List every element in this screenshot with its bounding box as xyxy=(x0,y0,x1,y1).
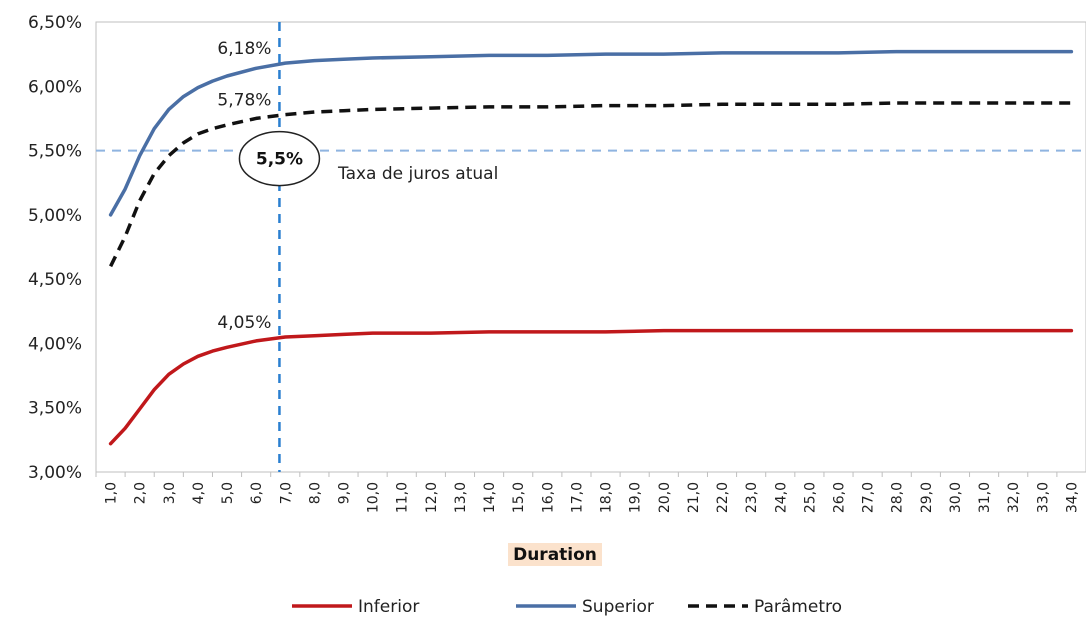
x-tick-label: 30,0 xyxy=(948,482,964,513)
x-tick-label: 25,0 xyxy=(802,482,818,513)
legend-label-2: Parâmetro xyxy=(754,597,842,617)
x-tick-label: 20,0 xyxy=(657,482,673,513)
series-line-2 xyxy=(109,101,1072,268)
x-tick-label: 11,0 xyxy=(395,482,411,513)
current-rate-text: Taxa de juros atual xyxy=(337,164,498,184)
x-tick-label: 3,0 xyxy=(162,482,178,504)
point-value-label: 5,78% xyxy=(217,91,271,111)
x-tick-label: 13,0 xyxy=(453,482,469,513)
x-tick-label: 34,0 xyxy=(1064,482,1080,513)
x-tick-label: 22,0 xyxy=(715,482,731,513)
x-tick-label: 8,0 xyxy=(307,482,323,504)
x-tick-label: 21,0 xyxy=(686,482,702,513)
x-axis-label: Duration xyxy=(513,545,597,565)
x-tick-label: 28,0 xyxy=(890,482,906,513)
x-tick-label: 4,0 xyxy=(191,482,207,504)
x-tick-label: 29,0 xyxy=(919,482,935,513)
x-tick-label: 17,0 xyxy=(569,482,585,513)
x-tick-label: 15,0 xyxy=(511,482,527,513)
y-tick-label: 4,00% xyxy=(28,334,82,354)
plot-border xyxy=(95,21,1086,473)
annotations: 6,18% 5,78% 4,05% 5,5% Taxa de juros atual xyxy=(217,39,498,333)
series-line-0 xyxy=(108,328,1074,446)
x-tick-label: 33,0 xyxy=(1035,482,1051,513)
y-tick-label: 5,50% xyxy=(28,142,82,162)
x-tick-label: 9,0 xyxy=(337,482,353,504)
point-value-label: 6,18% xyxy=(217,39,271,59)
y-tick-label: 3,00% xyxy=(28,463,82,483)
x-tick-label: 24,0 xyxy=(773,482,789,513)
current-rate-callout-label: 5,5% xyxy=(256,150,303,170)
legend-label-0: Inferior xyxy=(358,597,419,617)
legend-label-1: Superior xyxy=(582,597,654,617)
x-tick-label: 18,0 xyxy=(599,482,615,513)
x-tick-label: 19,0 xyxy=(628,482,644,513)
reference-lines xyxy=(96,22,1086,472)
x-tick-label: 2,0 xyxy=(133,482,149,504)
x-tick-label: 7,0 xyxy=(278,482,294,504)
y-tick-label: 6,00% xyxy=(28,77,82,97)
series-lines xyxy=(108,49,1074,446)
x-tick-label: 26,0 xyxy=(832,482,848,513)
x-tick-label: 10,0 xyxy=(366,482,382,513)
x-tick-label: 5,0 xyxy=(220,482,236,504)
x-tick-label: 12,0 xyxy=(424,482,440,513)
x-tick-label: 16,0 xyxy=(540,482,556,513)
x-tick-label: 27,0 xyxy=(861,482,877,513)
legend: Inferior Superior Parâmetro xyxy=(292,597,842,617)
y-tick-label: 5,00% xyxy=(28,206,82,226)
current-rate-callout-circle xyxy=(238,130,321,187)
y-axis-ticks: 3,00% 3,50% 4,00% 4,50% 5,00% 5,50% 6,00% 6,50% xyxy=(28,13,82,483)
plot-area xyxy=(95,21,1086,473)
x-tick-label: 1,0 xyxy=(104,482,120,504)
x-tick-label: 32,0 xyxy=(1006,482,1022,513)
y-tick-label: 4,50% xyxy=(28,270,82,290)
x-axis-ticks: 1,0 2,0 3,0 4,0 5,0 6,0 7,0 8,0 9,0 10,0 11,0 12,0 1… xyxy=(95,472,1080,513)
x-tick-label: 23,0 xyxy=(744,482,760,513)
x-tick-label: 14,0 xyxy=(482,482,498,513)
x-axis-label-highlight xyxy=(508,543,602,566)
x-tick-label: 31,0 xyxy=(977,482,993,513)
series-line-1 xyxy=(108,49,1074,217)
point-value-label: 4,05% xyxy=(217,313,271,333)
y-tick-label: 6,50% xyxy=(28,13,82,33)
y-tick-label: 3,50% xyxy=(28,399,82,419)
x-tick-label: 6,0 xyxy=(249,482,265,504)
